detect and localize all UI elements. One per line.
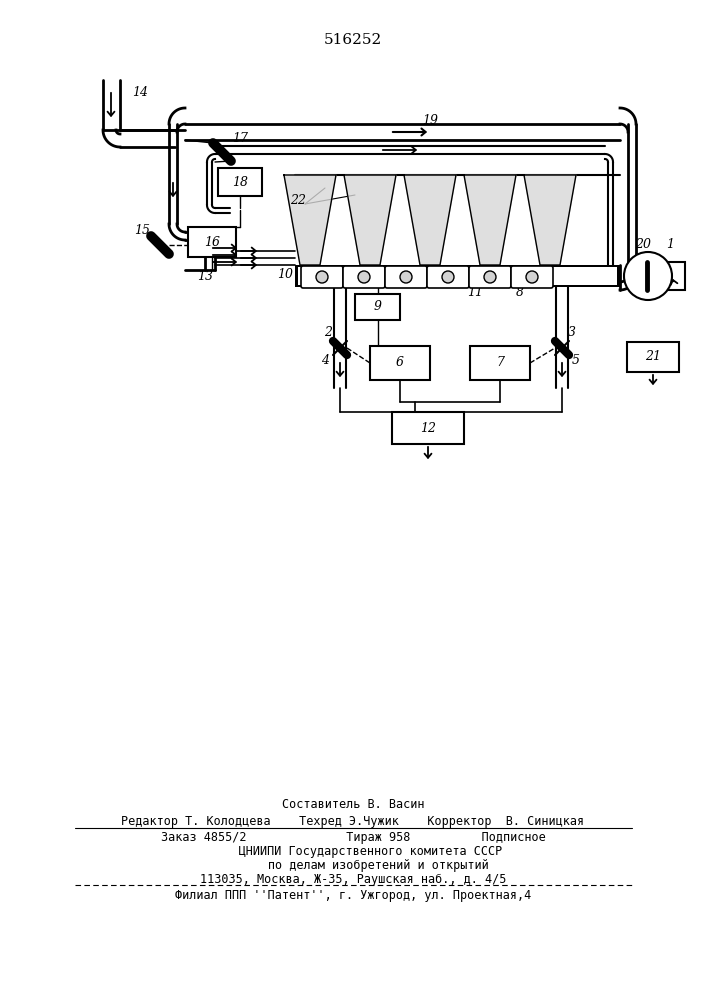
Text: 10: 10 [277,267,293,280]
Text: Составитель В. Васин: Составитель В. Васин [282,798,424,812]
Text: 113035, Москва, Ж-35, Раушская наб., д. 4/5: 113035, Москва, Ж-35, Раушская наб., д. … [200,872,506,886]
FancyBboxPatch shape [343,266,385,288]
Text: 18: 18 [232,176,248,188]
Bar [218,168,262,196]
Bar [298,267,617,285]
Text: 7: 7 [496,357,504,369]
FancyBboxPatch shape [427,266,469,288]
Circle shape [624,252,672,300]
Text: 6: 6 [396,357,404,369]
Text: 14: 14 [132,86,148,99]
Bar [392,412,464,444]
Bar [295,265,620,287]
Text: Филиал ППП ''Патент'', г. Ужгород, ул. Проектная,4: Филиал ППП ''Патент'', г. Ужгород, ул. П… [175,888,531,902]
Text: 13: 13 [197,269,213,282]
Text: 16: 16 [204,235,220,248]
FancyBboxPatch shape [385,266,427,288]
Bar [470,346,530,380]
Bar [665,262,685,290]
Text: 516252: 516252 [324,33,382,47]
Text: 8: 8 [516,286,524,300]
Text: Редактор Т. Колодцева    Техред Э.Чужик    Корректор  В. Синицкая: Редактор Т. Колодцева Техред Э.Чужик Кор… [122,816,585,828]
Circle shape [358,271,370,283]
Bar [370,346,430,380]
Polygon shape [524,175,576,265]
Text: ЦНИИПИ Государственного комитета СССР: ЦНИИПИ Государственного комитета СССР [204,844,503,857]
Text: 3: 3 [568,326,576,338]
Polygon shape [404,175,456,265]
Text: 1: 1 [666,237,674,250]
Circle shape [316,271,328,283]
Bar [188,227,236,257]
Polygon shape [284,175,336,265]
Circle shape [526,271,538,283]
FancyArrowPatch shape [215,145,229,159]
Text: 2: 2 [324,326,332,338]
Text: 22: 22 [290,194,306,207]
Text: 17: 17 [232,131,248,144]
Text: 9: 9 [373,300,382,314]
Text: 15: 15 [134,224,150,236]
Circle shape [442,271,454,283]
FancyBboxPatch shape [511,266,553,288]
Circle shape [484,271,496,283]
Text: по делам изобретений и открытий: по делам изобретений и открытий [218,858,489,871]
FancyBboxPatch shape [469,266,511,288]
FancyBboxPatch shape [301,266,343,288]
Text: 11: 11 [467,286,483,300]
Bar [627,342,679,372]
Circle shape [400,271,412,283]
Polygon shape [344,175,396,265]
Text: 21: 21 [645,351,661,363]
Text: 20: 20 [635,237,651,250]
Bar [355,294,400,320]
Text: 12: 12 [420,422,436,434]
Text: 19: 19 [422,113,438,126]
Text: Заказ 4855/2              Тираж 958          Подписное: Заказ 4855/2 Тираж 958 Подписное [160,830,545,844]
Polygon shape [464,175,516,265]
Text: 4: 4 [321,354,329,366]
Text: 5: 5 [572,354,580,366]
